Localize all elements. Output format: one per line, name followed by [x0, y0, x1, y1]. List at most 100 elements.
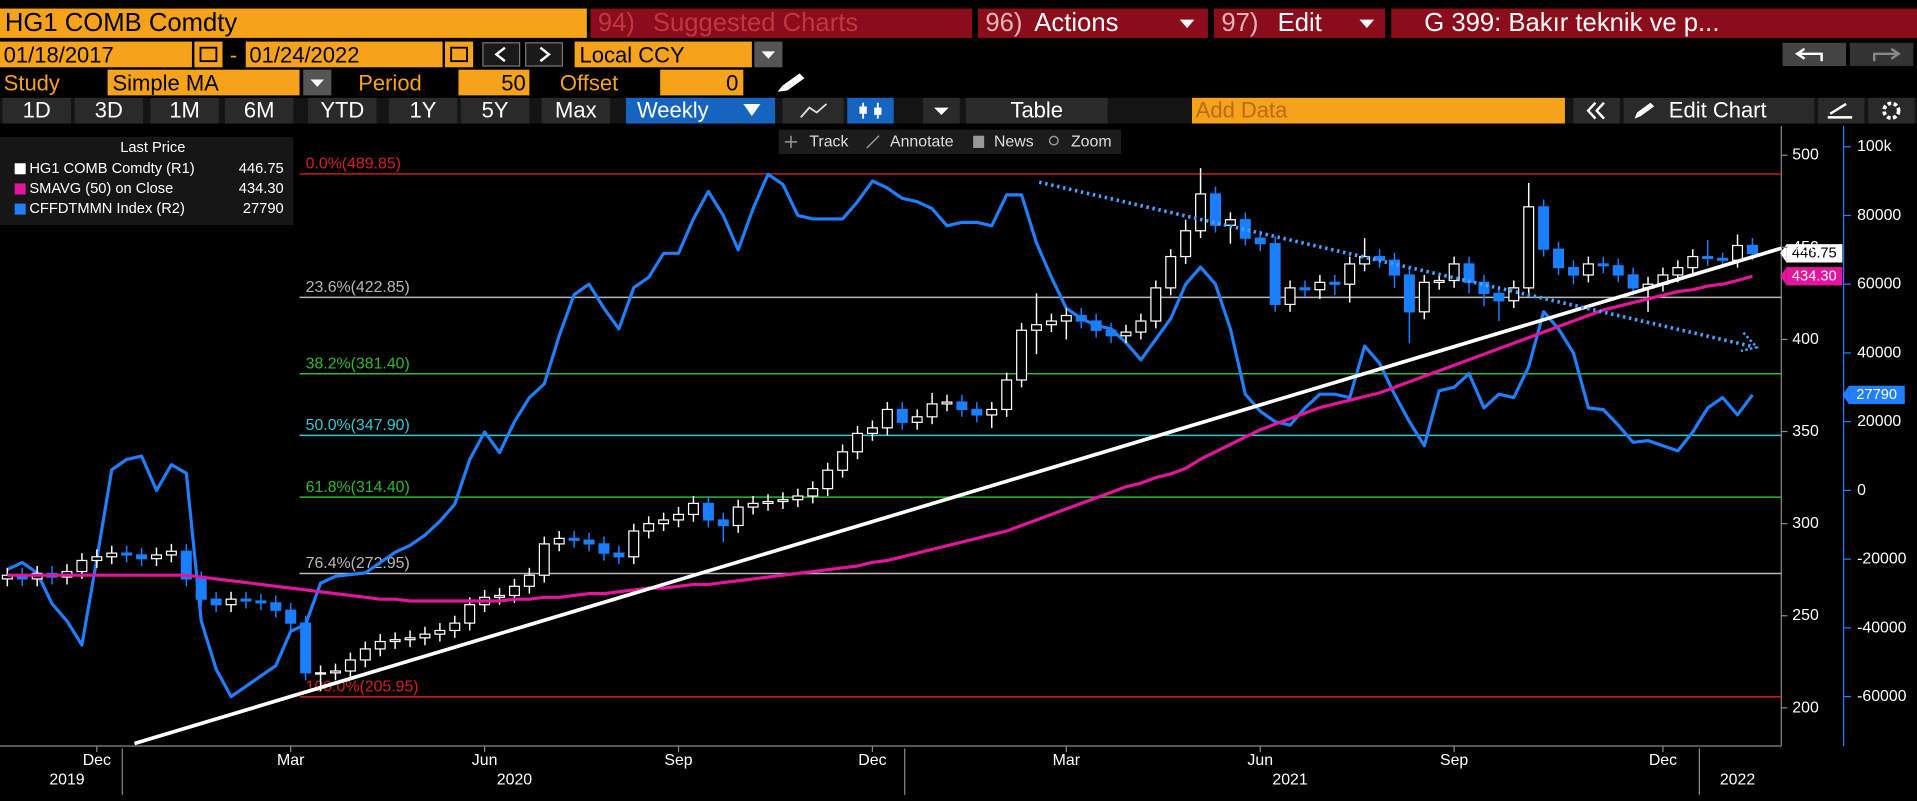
candle-chart-button[interactable] [847, 97, 894, 124]
x-tick-label: Mar [1053, 752, 1081, 769]
candle-body [76, 559, 88, 573]
prev-button[interactable] [482, 42, 521, 67]
candle-body [1538, 206, 1550, 250]
year-label: 2021 [1272, 772, 1307, 789]
line-icon [800, 103, 828, 119]
dropdown-arrow [1179, 19, 1195, 29]
calendar-icon [199, 46, 218, 63]
date-field[interactable] [0, 41, 192, 68]
candle-body [195, 578, 207, 600]
legend-swatch [14, 163, 26, 175]
title-box [1391, 8, 1917, 38]
candle-body [389, 639, 401, 643]
chart-tool[interactable]: News [994, 133, 1034, 150]
menu-number: 96) [985, 9, 1022, 37]
range-button[interactable] [541, 97, 611, 124]
fib-label: 23.6%(422.85) [306, 279, 410, 296]
frequency: Weekly [637, 98, 709, 123]
legend-value: 27790 [243, 201, 284, 217]
date-separator: - [230, 43, 237, 68]
edit-chart-button[interactable] [1623, 97, 1815, 124]
candle-body [121, 552, 133, 556]
candle-body [538, 543, 550, 576]
range-button[interactable] [224, 97, 294, 124]
range-button[interactable] [308, 97, 377, 124]
table-button[interactable] [965, 97, 1108, 124]
menu-button[interactable] [1214, 8, 1386, 38]
candle-body [285, 609, 297, 624]
candle-body [91, 556, 103, 562]
range-button[interactable] [2, 97, 71, 124]
offset-field[interactable] [660, 69, 744, 96]
fib-label: 0.0%(489.85) [306, 156, 401, 173]
candle-body [1746, 244, 1758, 254]
series-line [7, 274, 1753, 603]
calendar-button[interactable] [445, 41, 474, 68]
candle-body [598, 543, 610, 554]
range-button[interactable] [150, 97, 219, 124]
calendar-icon [450, 46, 468, 63]
date-field[interactable] [245, 41, 443, 68]
chart-tool[interactable]: Annotate [890, 133, 954, 150]
year-label: 2022 [1720, 772, 1755, 789]
candle-body [464, 604, 476, 624]
currency-field[interactable] [574, 41, 752, 68]
candle-body [1478, 281, 1490, 295]
range-buttons: 1D 3D 1M 6M YTD 1Y 5Y Max [2, 97, 611, 124]
candle-body [1359, 255, 1371, 265]
study: Simple MA [112, 71, 219, 96]
menu-number: 94) [598, 9, 635, 37]
candle-body [240, 598, 252, 602]
candle-body [1120, 331, 1132, 337]
candle-body [1433, 279, 1445, 283]
candle-body [583, 539, 595, 545]
menu-button[interactable] [590, 8, 972, 38]
legend: Last Price HG1 COMB Comdty (R1) 446.75 SMA… [0, 136, 294, 226]
candle-body [911, 416, 923, 423]
study-field[interactable] [107, 69, 300, 96]
calendar-button[interactable] [194, 41, 223, 68]
settings-button[interactable] [1868, 97, 1915, 124]
pen-icon[interactable] [777, 73, 805, 92]
candle-body [792, 495, 804, 501]
gear-icon [1882, 101, 1901, 120]
r2-tick-label: -20000 [1857, 551, 1907, 568]
r2-tick-label: 0 [1857, 482, 1866, 499]
candle-body [449, 622, 461, 632]
last-value-tags: 446.75 434.30 27790 [1780, 244, 1905, 405]
last-value-label: 446.75 [1792, 245, 1837, 261]
menu-number: 97) [1221, 9, 1258, 37]
period-field[interactable] [458, 69, 530, 96]
r2-tick-label: 100k [1857, 138, 1891, 155]
menu-label: Actions [1034, 9, 1118, 37]
range-label: 1Y [410, 98, 437, 123]
candle-body [852, 432, 864, 453]
menu-label: Edit [1278, 9, 1322, 37]
currency: Local CCY [580, 43, 685, 68]
candle-body [896, 408, 908, 423]
r1-tick-label: 400 [1792, 331, 1819, 348]
chart-tool[interactable]: Zoom [1071, 133, 1112, 150]
candle-body [508, 585, 520, 597]
range-button[interactable] [74, 97, 144, 124]
range-label: 5Y [482, 98, 509, 123]
r2-tick-label: 80000 [1857, 207, 1901, 224]
candle-body [1016, 329, 1028, 381]
candle-body [1299, 287, 1311, 291]
trend-line [133, 246, 1782, 746]
chart-settings-button[interactable] [1817, 97, 1865, 124]
r2-tick-label: -40000 [1857, 619, 1907, 636]
chart-tool[interactable]: Track [809, 133, 848, 150]
last-value-label: 434.30 [1792, 268, 1837, 284]
candle-body [1001, 379, 1013, 411]
candle-body [1314, 281, 1326, 291]
range-button[interactable] [460, 97, 530, 124]
next-button[interactable] [525, 42, 563, 67]
series-line [6, 172, 1754, 699]
security-box[interactable] [0, 8, 587, 38]
range-button[interactable] [388, 97, 458, 124]
menu-button[interactable] [978, 8, 1208, 38]
candle-body [494, 594, 506, 598]
candle-body [136, 554, 148, 560]
add-data-field[interactable] [1192, 97, 1565, 124]
